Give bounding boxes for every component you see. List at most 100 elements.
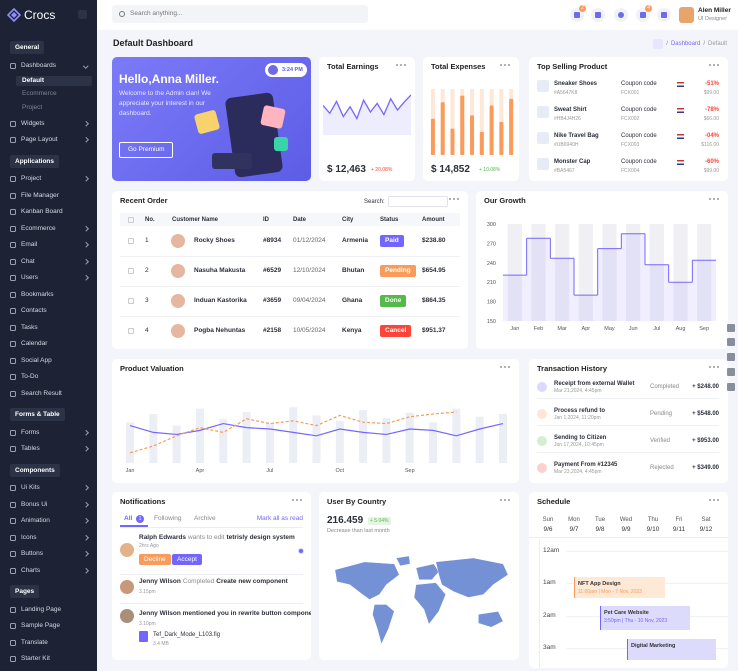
checkbox[interactable] [128,328,134,334]
event[interactable] [600,606,690,630]
menu-item[interactable]: Project [21,175,42,182]
submenu-item[interactable]: Project [22,103,43,111]
breadcrumb-item[interactable]: Dashboard [670,41,701,47]
tab[interactable]: All [124,515,133,522]
menu-item[interactable]: Forms [21,428,40,436]
menu-item[interactable]: Dashboards [21,61,57,69]
x-tick-label: Jul [266,468,273,474]
menu-item[interactable]: Charts [21,566,41,574]
more-menu[interactable] [709,366,719,369]
cell: 3 [145,297,149,304]
cell: Rocky Shoes [194,237,235,244]
topbar-icon[interactable] [657,8,671,22]
more-menu[interactable] [500,366,510,369]
dot [504,64,506,66]
submenu-item[interactable]: Ecommerce [22,90,57,97]
menu-item[interactable]: Users [21,274,38,281]
menu-item[interactable]: Search Result [21,389,62,397]
more-menu[interactable] [292,499,302,502]
menu-item[interactable]: Widgets [21,119,45,127]
menu-toggle[interactable] [78,10,87,19]
menu-item[interactable]: Social App [21,356,52,364]
x-tick-label: May [604,326,615,332]
search-box[interactable]: Search anything... [112,5,368,23]
topbar-icon[interactable] [591,8,605,22]
column-bg [578,224,593,321]
x-tick-label: Apr [196,468,205,474]
premium-button[interactable]: Go Premium [119,142,174,158]
menu-item[interactable]: Contacts [21,307,47,314]
checkbox[interactable] [128,298,134,304]
cell: $951.37 [422,327,446,334]
menu-item[interactable]: Chat [21,257,35,265]
flag [677,108,684,113]
home-icon[interactable] [653,39,664,49]
dot [404,64,406,66]
chevron [83,275,89,281]
cell: #3659 [263,297,282,304]
menu-item[interactable]: Kanban Board [21,208,63,215]
submenu-item[interactable]: Default [22,76,45,84]
menu-item[interactable]: Icons [21,533,37,541]
menu-item[interactable]: Email [21,241,38,248]
more-menu[interactable] [709,198,719,201]
menu-item[interactable]: To-Do [21,373,39,380]
accept-button[interactable]: Accept [172,554,202,565]
avatar [120,543,134,557]
more-menu[interactable] [449,198,459,201]
cell: #6529 [263,267,282,274]
illustration-card [193,109,221,135]
event[interactable] [627,639,716,660]
column-header: No. [145,216,155,223]
file-size: 3.4 MB [153,641,169,647]
table-search[interactable] [388,196,448,207]
customer-avatar [171,324,185,338]
top-selling-card: Top Selling Product Sneaker Shoes #A5647K8… [529,57,728,181]
menu-item[interactable]: Animation [21,517,50,524]
chart [323,94,411,135]
welcome-card: Hello,Anna Miller. Welcome to the Admin c… [112,57,311,181]
menu-item[interactable]: Landing Page [21,605,62,613]
menu-item[interactable]: Calendar [21,340,48,347]
menu-icon [10,567,16,574]
transaction-date: Mar 21,2024, 4:45pm [554,388,602,394]
more-menu[interactable] [709,499,719,502]
day-name: Sun [542,517,554,523]
kpi-value: $ 12,463 [327,164,366,175]
menu-item[interactable]: Starter Kit [21,655,50,662]
menu-item[interactable]: Page Layout [21,136,58,143]
bar [335,420,344,463]
tab[interactable]: Following [154,515,182,522]
menu-item[interactable]: Ui Kits [21,484,40,491]
y-tick-label: 300 [487,222,496,228]
menu-item[interactable]: Bookmarks [21,290,54,298]
checkbox[interactable] [128,216,134,223]
menu-item[interactable]: File Manager [21,191,59,199]
more-menu[interactable] [396,64,406,67]
card-title: Schedule [537,497,571,506]
menu-item[interactable]: Bonus Ui [21,500,48,508]
checkbox[interactable] [128,268,134,274]
checkbox[interactable] [128,238,134,244]
menu-item[interactable]: Tables [21,445,40,452]
more-menu[interactable] [500,64,510,67]
product-sku: #A5647K8 [554,90,578,96]
more-menu[interactable] [500,499,510,502]
tab[interactable]: Archive [194,515,216,522]
coupon-code: FCK001 [621,90,640,96]
menu-item[interactable]: Tasks [21,323,38,331]
decline-button[interactable]: Decline [139,554,171,565]
menu-item[interactable]: Buttons [21,550,44,557]
notification-text: Ralph Edwards wants to edit tetrisly desig… [139,534,295,542]
topbar-icon[interactable] [614,8,628,22]
day-name: Sat [701,517,711,523]
event[interactable] [574,577,665,598]
more-menu[interactable] [709,64,719,67]
menu-item[interactable]: Sample Page [21,622,61,629]
menu-item[interactable]: Ecommerce [21,224,56,232]
product-name: Monster Cap [554,159,591,165]
menu-item[interactable]: Translate [21,638,48,646]
product-sku: #HB4J4H26 [554,116,581,122]
time-label: 12am [543,547,560,554]
